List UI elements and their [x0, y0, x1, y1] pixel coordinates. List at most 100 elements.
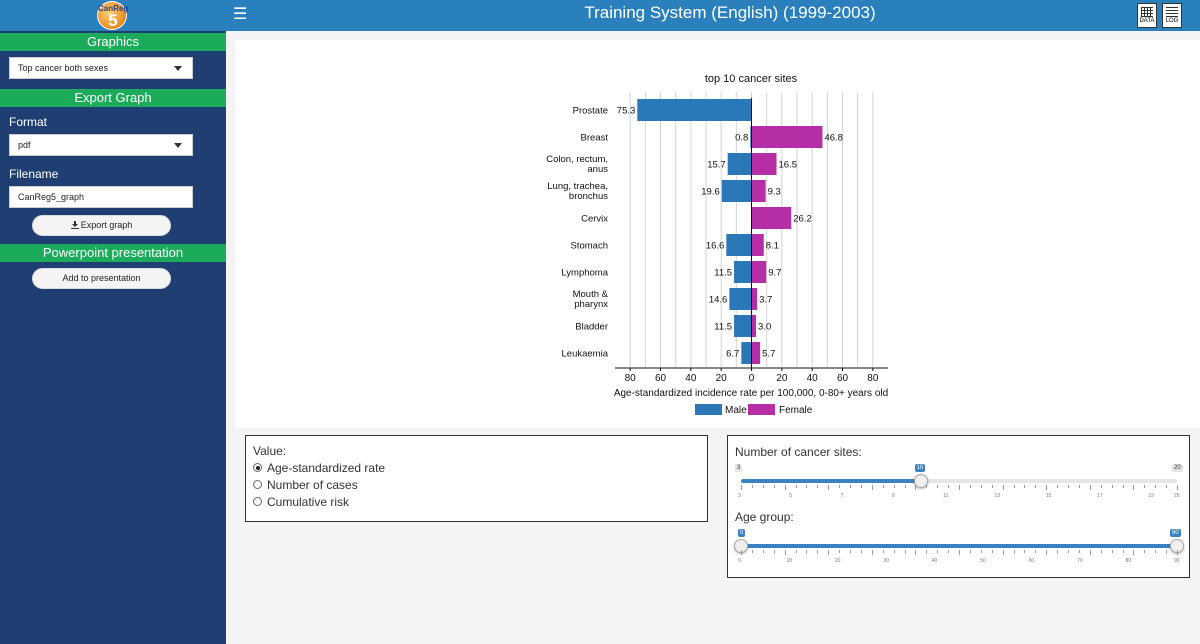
radio-cumulative-risk[interactable]: Cumulative risk — [253, 495, 349, 509]
slider-tick-label: 40 — [931, 558, 938, 564]
export-graph-button[interactable]: Export graph — [32, 215, 171, 236]
radio-button-icon — [253, 463, 262, 472]
slider-tick — [1013, 550, 1015, 553]
slider-tick — [915, 550, 917, 555]
slider-tick — [1089, 550, 1091, 555]
data-icon[interactable]: DATA — [1137, 3, 1157, 28]
slider-tick — [839, 550, 841, 553]
slider-tick — [1177, 550, 1178, 555]
slider-tick-label: 7 — [840, 493, 844, 499]
slider-tick — [1122, 485, 1124, 488]
value-panel-title: Value: — [253, 444, 287, 458]
slider-tick-label: 60 — [1028, 558, 1035, 564]
legend-swatch-male — [695, 404, 722, 415]
add-to-presentation-label: Add to presentation — [62, 273, 141, 283]
data-label-female: 46.8 — [824, 133, 843, 144]
add-to-presentation-button[interactable]: Add to presentation — [32, 268, 171, 289]
export-section-title: Export Graph — [0, 89, 226, 107]
graphics-section-title: Graphics — [0, 33, 226, 51]
slider-tick — [860, 550, 862, 553]
download-icon — [70, 221, 79, 229]
chevron-down-icon — [174, 143, 182, 148]
data-label-male: 11.5 — [714, 268, 732, 279]
bar-female — [751, 261, 767, 283]
slider-tick — [991, 485, 993, 488]
log-icon[interactable]: LOG — [1162, 3, 1182, 28]
bar-female — [751, 126, 823, 148]
x-tick-label: 80 — [867, 373, 879, 384]
age-slider-title: Age group: — [735, 510, 794, 524]
slider-tick — [904, 485, 906, 488]
x-tick-label: 60 — [837, 373, 849, 384]
slider-tick — [893, 550, 895, 553]
sites-slider-handle[interactable] — [913, 474, 928, 488]
bar-female — [751, 234, 764, 256]
slider-tick — [1111, 485, 1113, 488]
slider-tick — [937, 485, 939, 488]
sites-slider-max: 20 — [1172, 464, 1183, 472]
radio-button-icon — [253, 497, 262, 506]
format-select-value: pdf — [18, 140, 31, 150]
radio-age-standardized[interactable]: Age-standardized rate — [253, 461, 385, 475]
bar-male — [734, 261, 752, 283]
radio-label: Age-standardized rate — [267, 461, 386, 475]
x-tick-label: 40 — [807, 373, 819, 384]
slider-tick — [915, 485, 917, 490]
slider-tick — [1155, 485, 1157, 488]
x-tick-label: 80 — [625, 373, 637, 384]
radio-button-icon — [253, 480, 262, 489]
slider-tick-label: 10 — [786, 558, 792, 564]
bar-male — [726, 234, 752, 256]
radio-label: Cumulative risk — [267, 495, 350, 509]
hamburger-menu-icon[interactable]: ☰ — [233, 6, 248, 23]
value-panel: Value: Age-standardized rate Number of c… — [245, 435, 708, 522]
slider-tick-label: 80 — [1125, 558, 1132, 564]
slider-tick — [860, 485, 862, 488]
slider-tick-label: 90 — [1174, 558, 1180, 564]
slider-tick — [1002, 485, 1004, 490]
slider-tick — [773, 485, 775, 488]
slider-tick — [1144, 485, 1146, 488]
sites-slider-track[interactable] — [741, 479, 1177, 483]
slider-tick-label: 0 — [738, 558, 741, 564]
slider-tick — [839, 485, 841, 488]
slider-tick — [882, 550, 884, 553]
slider-tick — [980, 550, 982, 553]
slider-tick — [1078, 550, 1080, 553]
slider-tick — [1144, 550, 1146, 553]
slider-tick — [828, 485, 830, 490]
slider-tick — [980, 485, 982, 488]
slider-tick — [1013, 485, 1015, 488]
slider-tick — [959, 550, 960, 555]
x-tick-label: 20 — [776, 373, 788, 384]
data-label-female: 3.7 — [759, 295, 772, 306]
slider-tick — [904, 550, 906, 553]
age-slider-fill — [741, 544, 1177, 548]
slider-tick — [959, 485, 960, 490]
filename-input[interactable]: CanReg5_graph — [9, 186, 193, 208]
slider-tick — [871, 550, 873, 555]
x-tick-label: 20 — [716, 373, 728, 384]
category-label: bronchus — [569, 191, 608, 202]
bar-female — [751, 180, 766, 202]
radio-number-of-cases[interactable]: Number of cases — [253, 478, 358, 492]
category-label: Mouth & — [573, 289, 609, 300]
slider-tick — [1035, 550, 1037, 553]
legend-swatch-female — [748, 404, 775, 415]
bar-male — [741, 342, 752, 364]
powerpoint-section-title: Powerpoint presentation — [0, 244, 226, 262]
slider-tick — [1057, 485, 1059, 488]
data-label-male: 19.6 — [701, 187, 720, 198]
slider-tick-label: 3 — [738, 493, 741, 499]
slider-tick — [1100, 485, 1102, 488]
slider-tick-label: 70 — [1077, 558, 1083, 564]
bar-male — [750, 126, 752, 148]
slider-tick — [806, 550, 808, 553]
slider-tick — [926, 485, 928, 488]
format-select[interactable]: pdf — [9, 134, 193, 156]
x-axis-label: Age-standardized incidence rate per 100,… — [614, 388, 888, 399]
category-label: Lung, trachea, — [547, 181, 608, 192]
slider-tick — [1024, 550, 1026, 553]
graphics-select[interactable]: Top cancer both sexes — [9, 57, 193, 79]
slider-tick — [1100, 550, 1102, 553]
